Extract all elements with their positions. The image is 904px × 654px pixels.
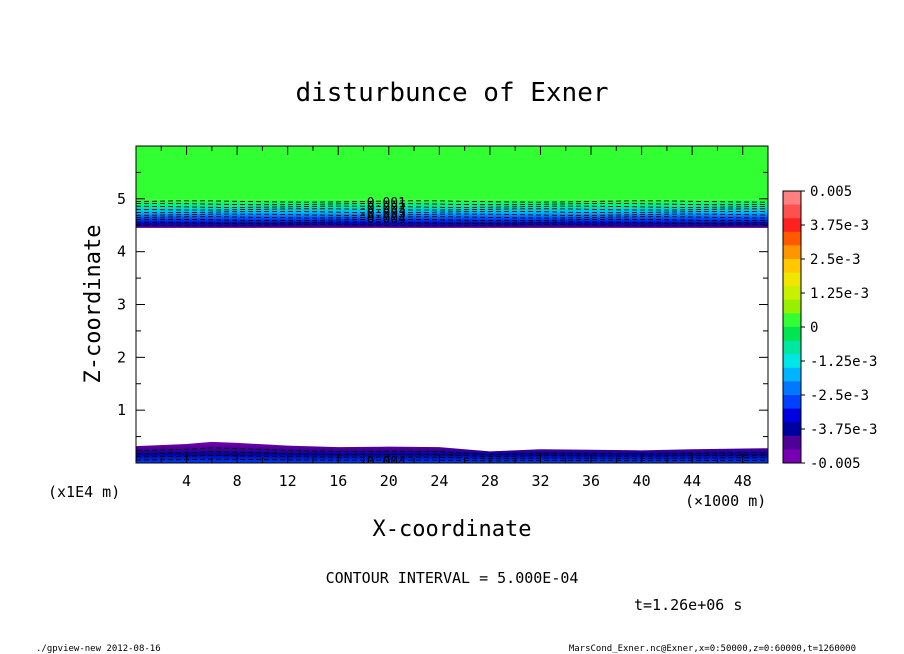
x-tick-label: 32 xyxy=(531,472,549,490)
contour-label: -0.004 xyxy=(359,455,406,470)
y-tick-label: 1 xyxy=(117,401,126,419)
colorbar-swatch xyxy=(783,204,801,219)
x-tick-label: 24 xyxy=(430,472,448,490)
colorbar-swatch xyxy=(783,422,801,437)
colorbar-swatch xyxy=(783,272,801,287)
colorbar-swatch xyxy=(783,191,801,205)
contour-labels: -0.001-0.002-0.003-0.004-0.004 xyxy=(359,196,406,470)
x-tick-label: 36 xyxy=(582,472,600,490)
colorbar-swatch xyxy=(783,313,801,328)
contour-line xyxy=(136,203,768,206)
upper-green-band xyxy=(136,146,768,200)
contour-line xyxy=(136,200,768,203)
colorbar-swatch xyxy=(783,395,801,409)
time-label: t=1.26e+06 s xyxy=(634,596,742,614)
contour-line xyxy=(136,211,768,214)
contour-label: -0.003 xyxy=(359,207,406,222)
contour-line xyxy=(136,451,768,458)
contour-line xyxy=(136,213,768,216)
y-tick-label: 4 xyxy=(117,243,126,261)
colorbar-tick-label: -1.25e-3 xyxy=(810,354,877,370)
colorbar-swatch xyxy=(783,340,801,355)
y-unit-label: (x1E4 m) xyxy=(48,483,120,501)
plot-area: -0.001-0.002-0.003-0.004-0.004 xyxy=(136,146,768,470)
contour-lines xyxy=(136,200,768,462)
contour-label: -0.002 xyxy=(359,201,406,216)
colorbar-swatch xyxy=(783,408,801,423)
colorbar-swatch xyxy=(783,367,801,382)
x-unit-label: (×1000 m) xyxy=(685,492,766,510)
contour-line xyxy=(136,224,768,227)
footer-right: MarsCond_Exner.nc@Exner,x=0:50000,z=0:60… xyxy=(569,644,856,654)
contour-label: -0.004 xyxy=(359,212,406,227)
x-tick-label: 48 xyxy=(734,472,752,490)
contour-line xyxy=(136,218,768,221)
colorbar-swatch xyxy=(783,354,801,369)
y-tick-label: 2 xyxy=(117,348,126,366)
colorbar-swatch xyxy=(783,286,801,301)
colorbar-swatch xyxy=(783,327,801,341)
contour-line xyxy=(136,205,768,208)
x-tick-label: 44 xyxy=(683,472,701,490)
footer-left: ./gpview-new 2012-08-16 xyxy=(36,644,161,654)
x-tick-label: 20 xyxy=(380,472,398,490)
contour-label: -0.001 xyxy=(359,196,406,211)
colorbar-swatch xyxy=(783,245,801,260)
colorbar-tick-label: 2.5e-3 xyxy=(810,252,861,268)
colorbar-tick-label: -2.5e-3 xyxy=(810,388,869,404)
colorbar-tick-label: 1.25e-3 xyxy=(810,286,869,302)
contour-line xyxy=(136,208,768,211)
contour-line xyxy=(136,454,768,460)
contour-line xyxy=(136,447,768,456)
x-tick-label: 8 xyxy=(233,472,242,490)
contour-line xyxy=(136,458,768,462)
colorbar: 0.005 3.75e-3 2.5e-3 1.25e-3 0 -1.25e-3 -2.5e-… xyxy=(782,184,877,472)
y-tick-label: 5 xyxy=(117,190,126,208)
y-tick-label: 3 xyxy=(117,296,126,314)
colorbar-swatch xyxy=(783,435,801,450)
colorbar-swatch xyxy=(783,259,801,273)
colorbar-swatch xyxy=(783,299,801,314)
x-tick-label: 4 xyxy=(182,472,191,490)
colorbar-swatch xyxy=(783,381,801,396)
x-tick-label: 28 xyxy=(481,472,499,490)
contour-interval-label: CONTOUR INTERVAL = 5.000E-04 xyxy=(326,569,579,587)
y-axis-label: Z-coordinate xyxy=(81,225,106,384)
y-axis: 1 2 3 4 5 xyxy=(117,145,768,464)
colorbar-swatch xyxy=(783,218,801,233)
colorbar-tick-label: 3.75e-3 xyxy=(810,218,869,234)
x-axis: 4 8 12 16 20 24 28 32 36 40 44 48 xyxy=(135,146,769,490)
colorbar-tick-label: 0.005 xyxy=(810,184,852,200)
colorbar-swatch xyxy=(783,231,801,246)
contour-line xyxy=(136,216,768,219)
x-axis-label: X-coordinate xyxy=(373,517,532,542)
x-tick-label: 16 xyxy=(329,472,347,490)
x-tick-label: 40 xyxy=(633,472,651,490)
colorbar-tick-label: -0.005 xyxy=(810,456,861,472)
colorbar-tick-label: -3.75e-3 xyxy=(810,422,877,438)
chart-title: disturbunce of Exner xyxy=(295,78,608,108)
contour-line xyxy=(136,221,768,224)
x-tick-label: 12 xyxy=(279,472,297,490)
colorbar-tick-label: 0 xyxy=(810,320,818,336)
colorbar-swatch xyxy=(783,449,801,464)
